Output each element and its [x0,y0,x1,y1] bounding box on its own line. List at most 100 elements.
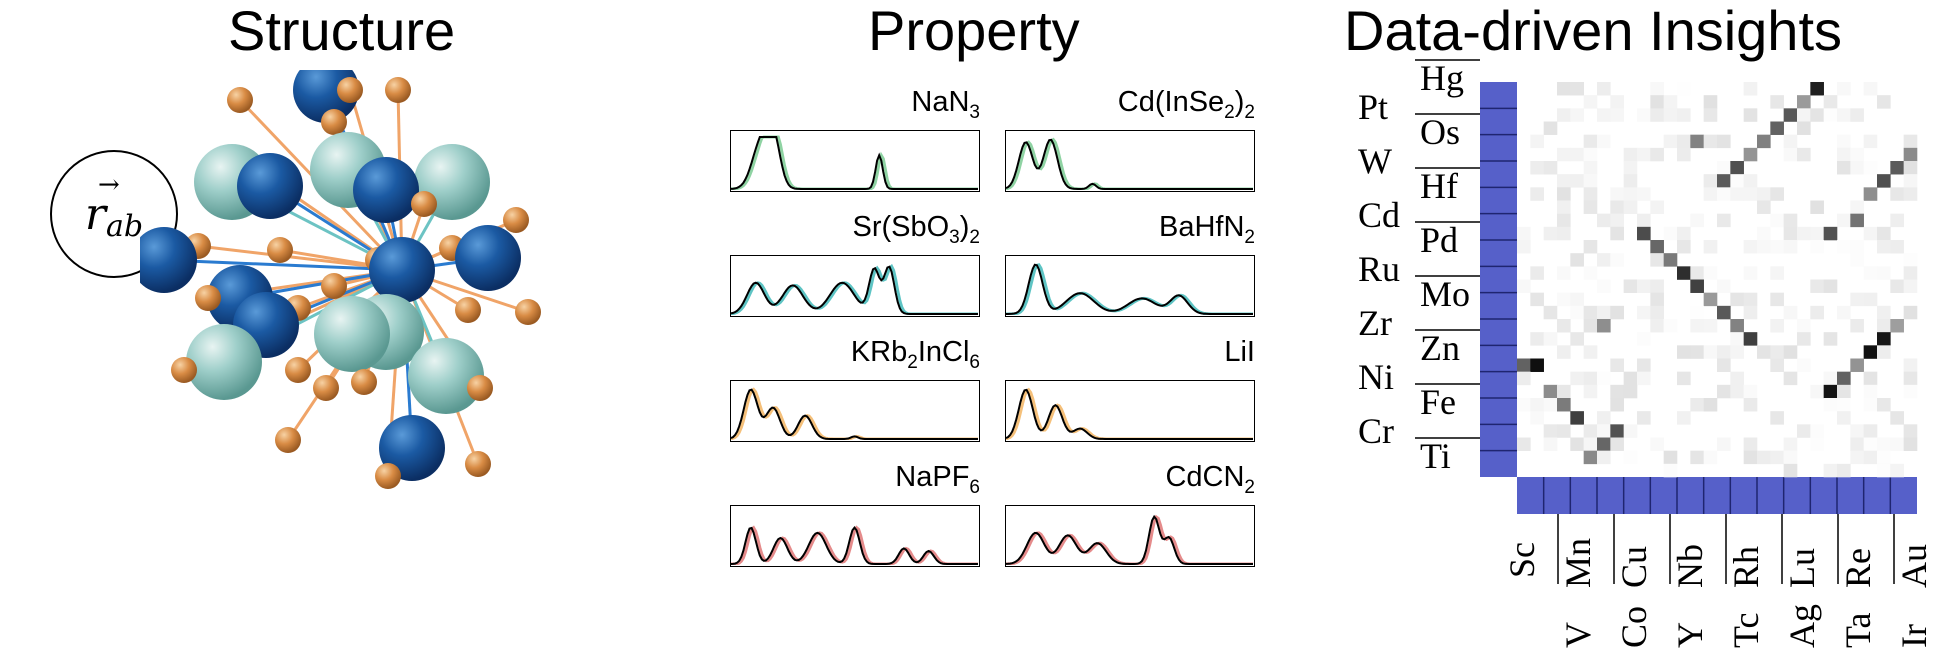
heatmap-cell [1650,108,1664,122]
heatmap-cell [1743,174,1758,188]
heatmap-y-label: Cd [1358,195,1401,235]
orange-atom [195,285,221,311]
heatmap-cell [1623,187,1638,201]
heatmap-cell [1703,266,1718,280]
heatmap-cell [1797,424,1811,438]
teal-atom [186,324,262,400]
heatmap-cell [1730,292,1744,307]
heatmap-cell [1610,358,1624,372]
heatmap-cell [1757,450,1771,465]
heatmap-cell [1637,187,1651,201]
orange-atom [375,463,401,489]
heatmap-x-label: Y [1670,622,1710,648]
teal-atom [408,338,484,414]
orange-atom [503,207,529,233]
formula-subscript: 2 [1224,101,1235,123]
formula-text: NaPF [895,461,970,493]
property-spectrum-panel [1005,505,1255,567]
heatmap-cell [1877,240,1891,254]
heatmap-cell [1823,398,1838,412]
heatmap-y-label: Cr [1358,411,1394,451]
heatmap-cell [1597,253,1611,267]
heatmap-cell [1557,213,1571,228]
heatmap-cell [1637,108,1651,122]
property-formula-label: NaPF6 [730,461,980,499]
heatmap-cell [1810,424,1824,438]
heatmap-cell [1850,213,1864,228]
heatmap-cell [1570,411,1584,425]
heatmap-cell [1770,213,1784,228]
heatmap-cell [1890,187,1904,201]
formula-text: BaHfN [1159,211,1245,243]
orange-atom [455,297,481,323]
spectrum-curve [731,136,978,190]
heatmap-cell [1597,305,1611,320]
heatmap-cell [1743,292,1758,307]
heatmap-cell [1623,424,1638,438]
heatmap-cell [1663,319,1678,333]
heatmap-cell [1650,147,1664,162]
heatmap-cell [1890,213,1904,228]
heatmap-cell [1837,161,1851,175]
heatmap-cell [1583,437,1598,451]
property-spectrum-panel [730,130,980,192]
heatmap-cell [1583,240,1598,254]
heatmap-cell [1530,332,1544,346]
heatmap-cell [1730,161,1744,175]
heatmap-cell [1903,358,1918,372]
heatmap-cell [1850,292,1864,307]
heatmap-cell [1890,161,1904,175]
heatmap-cell [1583,305,1598,320]
heatmap-x-label: Cu [1614,545,1654,588]
heatmap-cell [1863,266,1878,280]
heatmap-cell [1663,226,1678,241]
heatmap-cell [1543,226,1558,241]
heatmap-cell [1690,450,1704,465]
property-formula-label: KRb2InCl6 [730,336,980,374]
heatmap-cell [1877,437,1891,451]
heatmap-x-label: Ta [1838,612,1878,648]
heatmap-cell [1543,332,1558,346]
heatmap-cell [1730,174,1744,188]
heatmap-cell [1637,305,1651,320]
heatmap-cell [1837,147,1851,162]
atoms [140,70,541,489]
orange-atom [515,299,541,325]
heatmap-cell [1837,411,1851,425]
orange-atom [321,109,347,135]
heatmap-cell [1610,200,1624,214]
heatmap-cell [1717,358,1731,372]
heatmap-x-label: Sc [1502,542,1542,578]
heatmap-bottom-strip [1517,477,1917,514]
heatmap-cell [1517,371,1531,386]
heatmap-cell [1797,121,1811,135]
heatmap-cell [1743,266,1758,280]
heatmap-cell [1583,319,1598,333]
bond-line [163,258,403,272]
heatmap-cell [1823,108,1838,122]
heatmap-x-label: Rh [1726,545,1766,588]
heatmap-cell [1717,437,1731,451]
heatmap-cell [1797,358,1811,372]
heatmap-cell [1810,437,1824,451]
heatmap-cell [1610,384,1624,399]
heatmap-cell [1757,187,1771,201]
orange-atom [351,369,377,395]
heatmap-cell [1597,279,1611,293]
heatmap-cell [1597,411,1611,425]
heatmap-cell [1543,424,1558,438]
heatmap-cell [1703,450,1718,465]
heatmap-cell [1583,134,1598,149]
heatmap-cell [1890,279,1904,293]
heatmap-cell [1677,240,1691,254]
heatmap-cell [1837,305,1851,320]
heatmap-cell [1770,266,1784,280]
heatmap-cell [1903,266,1918,280]
heatmap-cell [1877,95,1891,109]
heatmap-cell [1583,187,1598,201]
property-spectrum-panel [1005,380,1255,442]
heatmap-cell [1743,305,1758,320]
heatmap-cell [1903,305,1918,320]
heatmap-cell [1690,279,1704,293]
heatmap-cell [1903,147,1918,162]
